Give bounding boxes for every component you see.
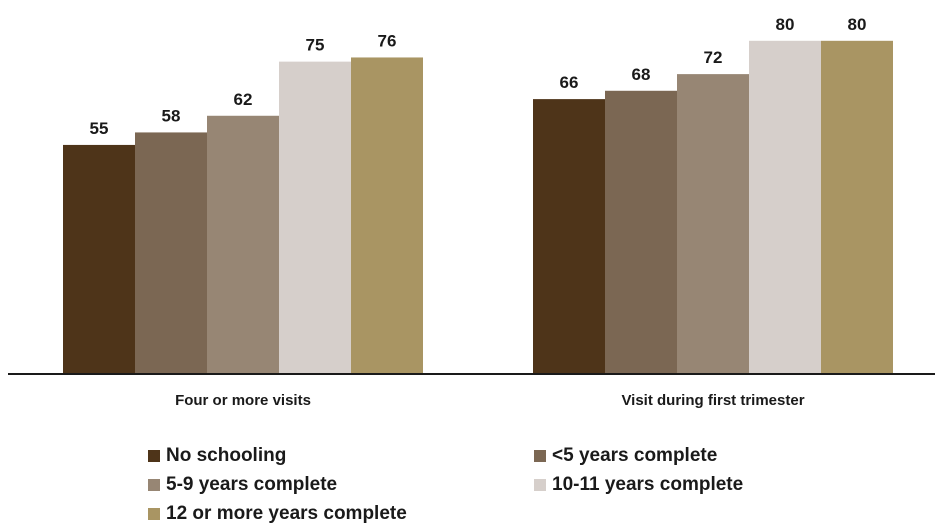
data-label: 75 xyxy=(306,36,325,55)
data-label: 62 xyxy=(234,90,253,109)
bar-visit-during-first-trimester-12-or-more-years-complete xyxy=(821,40,893,375)
bar-four-or-more-visits-5-years-complete xyxy=(135,132,207,374)
category-labels-layer: Four or more visits Visit during first tr… xyxy=(175,392,805,409)
category-label: Four or more visits xyxy=(175,392,311,409)
bar-visit-during-first-trimester-no-schooling xyxy=(533,99,605,375)
bar-visit-during-first-trimester-5-9-years-complete xyxy=(677,74,749,375)
category-label: Visit during first trimester xyxy=(621,392,804,409)
bar-four-or-more-visits-10-11-years-complete xyxy=(279,61,351,374)
data-label: 76 xyxy=(378,31,397,50)
data-label: 66 xyxy=(560,73,579,92)
data-label: 80 xyxy=(848,15,867,34)
data-label: 55 xyxy=(90,119,109,138)
data-label: 68 xyxy=(632,65,651,84)
bar-visit-during-first-trimester-5-years-complete xyxy=(605,90,677,374)
data-labels-layer: 55 58 62 75 76 66 68 72 80 80 xyxy=(90,15,867,138)
data-label: 58 xyxy=(162,106,181,125)
bar-four-or-more-visits-12-or-more-years-complete xyxy=(351,57,423,375)
bar-visit-during-first-trimester-10-11-years-complete xyxy=(749,40,821,375)
bar-four-or-more-visits-5-9-years-complete xyxy=(207,115,279,375)
bars-layer xyxy=(63,40,893,375)
bar-four-or-more-visits-no-schooling xyxy=(63,144,135,374)
data-label: 72 xyxy=(704,48,723,67)
data-label: 80 xyxy=(776,15,795,34)
